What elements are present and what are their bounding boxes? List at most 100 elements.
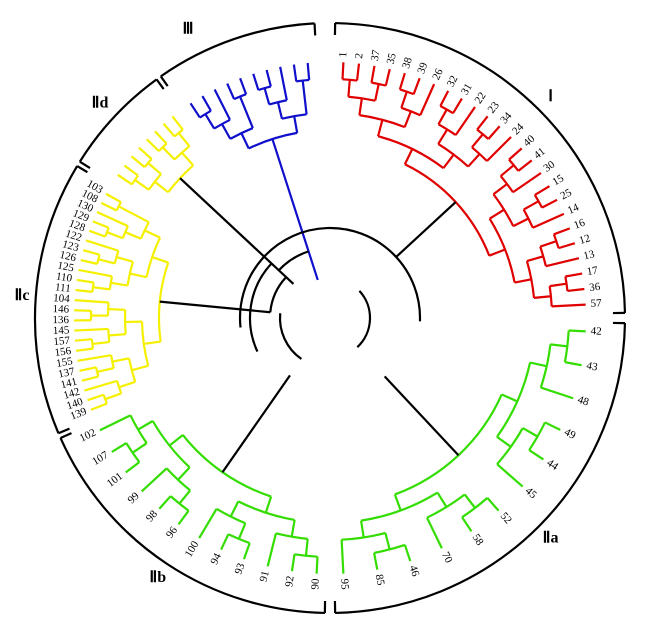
branch-arc: [147, 173, 162, 191]
leaf-label: 125: [56, 260, 75, 275]
leaf-label: 156: [54, 345, 72, 359]
leaf-label: 129: [71, 207, 91, 225]
bracket-end: [79, 160, 91, 169]
branch: [540, 386, 574, 400]
branch: [81, 375, 99, 382]
branch: [271, 138, 319, 281]
leaf-label: 145: [53, 324, 71, 337]
branch: [496, 463, 524, 488]
leaf-label: 46: [407, 564, 422, 579]
branch: [395, 201, 457, 258]
branch: [168, 434, 184, 447]
group-bracket: [335, 323, 627, 615]
leaf-label: 95: [338, 578, 351, 590]
branch-arc: [533, 194, 543, 209]
leaf-label: 98: [144, 508, 161, 525]
leaf-label: 146: [52, 303, 69, 316]
branch: [87, 393, 105, 402]
branch: [108, 333, 126, 337]
leaf-label: 140: [65, 396, 85, 413]
leaf-label: 35: [385, 52, 399, 66]
branch-arc: [522, 208, 534, 229]
leaf-label: 141: [59, 376, 78, 392]
branch: [541, 198, 558, 209]
branch: [74, 338, 93, 342]
branch: [171, 115, 184, 131]
branch: [266, 533, 278, 567]
leaf-label: 137: [57, 365, 76, 380]
branch: [263, 87, 271, 105]
branch-arc: [461, 497, 489, 519]
root-arc: [356, 290, 372, 349]
branch: [129, 272, 147, 279]
bracket-end: [159, 75, 169, 87]
branch: [384, 532, 391, 550]
branch: [398, 72, 406, 90]
group-bracket: [160, 22, 315, 78]
branch: [112, 357, 130, 363]
branch: [92, 286, 110, 291]
branch: [461, 516, 473, 532]
branch: [358, 98, 363, 116]
leaf-label: 111: [54, 281, 71, 295]
branch: [77, 354, 112, 362]
branch: [526, 255, 544, 263]
leaf-label: 39: [415, 60, 430, 75]
leaf-label: 30: [541, 158, 557, 174]
branch-arc: [399, 88, 415, 96]
branch: [452, 97, 463, 114]
branch: [279, 66, 288, 101]
branch: [436, 491, 448, 508]
root-arc: [269, 276, 287, 313]
branch: [454, 106, 476, 136]
leaf-label: 57: [590, 297, 602, 310]
branch-arc: [102, 394, 108, 405]
leaf-label: 102: [78, 427, 98, 445]
leaf-label: 14: [566, 201, 581, 217]
branch: [403, 148, 414, 165]
branch: [529, 361, 547, 368]
branch: [134, 179, 150, 191]
branch: [221, 123, 232, 140]
branch: [512, 217, 529, 228]
branch: [403, 544, 412, 562]
group-label: Ⅰ: [548, 88, 553, 105]
branch: [383, 375, 460, 457]
leaf-label: 107: [90, 449, 111, 468]
leaf-label: 142: [62, 386, 81, 402]
branch-arc: [539, 344, 552, 388]
branch: [488, 248, 506, 257]
branch: [108, 308, 126, 311]
branch: [276, 101, 284, 119]
branch-arc: [113, 250, 120, 264]
branch: [140, 467, 168, 493]
branch: [412, 77, 421, 95]
branch: [471, 133, 484, 149]
branch: [355, 63, 361, 81]
branch: [496, 436, 512, 448]
leaf-label: 104: [53, 292, 71, 305]
branch: [523, 200, 540, 211]
leaf-label: 42: [590, 325, 602, 338]
branch: [293, 115, 299, 134]
branch: [147, 162, 162, 175]
leaf-label: 1: [337, 52, 349, 58]
branch: [138, 146, 153, 160]
branch: [528, 449, 544, 461]
branch-arc: [525, 260, 536, 299]
branch: [360, 520, 365, 538]
branch-arc: [173, 128, 184, 138]
leaf-label: 25: [559, 186, 575, 202]
leaf-label: 101: [105, 470, 125, 490]
branch: [151, 256, 169, 264]
branch: [99, 414, 131, 432]
branch-arc: [158, 142, 168, 152]
branch: [419, 83, 436, 116]
branch-arc: [342, 78, 358, 82]
leaf-label: 122: [64, 228, 83, 244]
branch-arc: [341, 531, 386, 541]
branch: [158, 495, 172, 510]
branch-arc: [404, 163, 491, 257]
branch-arc: [104, 227, 110, 237]
